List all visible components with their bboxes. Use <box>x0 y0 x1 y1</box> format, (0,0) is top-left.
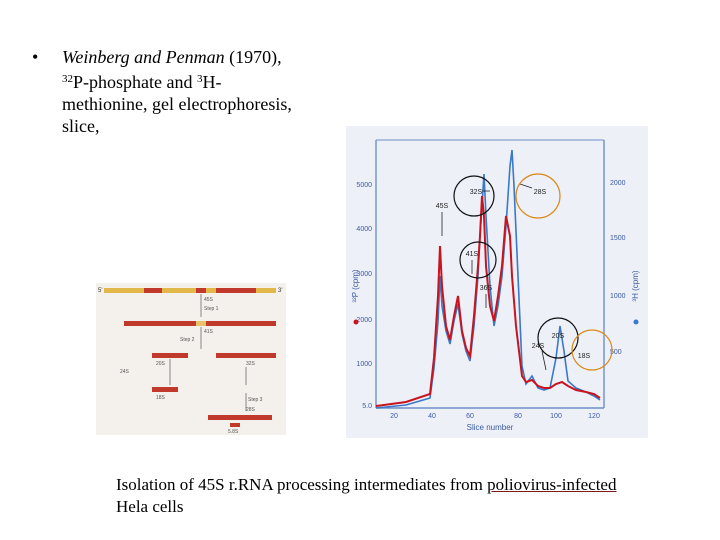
y-right-tick: 500 <box>610 349 622 356</box>
y-right-axis-label: ³H (cpm) <box>631 270 640 301</box>
line-2a: P-phosphate and <box>73 72 197 92</box>
y-left-axis-label: ³²P (cpm) <box>351 269 360 303</box>
isotope-p-superscript: 32 <box>62 73 73 85</box>
label-20s: 20S <box>156 361 166 367</box>
peak-label-32s: 32S <box>470 189 483 196</box>
series-32p-red-line <box>375 195 601 407</box>
x-tick: 120 <box>588 413 600 420</box>
gel-electrophoresis-plot: 5.0 1000 2000 3000 4000 5000 500 1000 15… <box>346 126 648 438</box>
peak-arrow-28s <box>519 183 533 189</box>
intermediate-32s-bar <box>216 353 276 358</box>
line-2b: H- <box>202 72 222 92</box>
label-24s: 24S <box>120 369 130 375</box>
peak-label-18s: 18S <box>578 353 591 360</box>
peak-arrow-24s <box>541 350 547 371</box>
mature-28s-bar <box>208 415 272 420</box>
bullet-text-block: • Weinberg and Penman (1970), 32P-phosph… <box>32 46 332 137</box>
highlight-circle-20s <box>537 317 579 359</box>
label-45s: 45S <box>204 297 214 303</box>
label-41s: 41S <box>204 329 214 335</box>
peak-label-36s: 36S <box>480 285 493 292</box>
caption-suffix: Hela cells <box>116 497 184 516</box>
highlight-circle-18s <box>571 329 613 371</box>
label-step1: Step 1 <box>204 306 219 312</box>
line-4: slice, <box>62 116 100 136</box>
bullet-marker: • <box>32 47 39 67</box>
highlight-circle-28s <box>515 173 561 219</box>
x-tick: 80 <box>514 413 522 420</box>
peak-label-24s: 24S <box>532 343 545 350</box>
intermediate-20s-bar <box>152 353 188 358</box>
label-32s: 32S <box>246 361 256 367</box>
y-right-tick: 2000 <box>610 180 626 187</box>
plot-background <box>346 126 648 438</box>
y-left-tick: 1000 <box>356 361 372 368</box>
blue-series-marker <box>633 319 639 325</box>
x-axis-label: Slice number <box>467 423 514 432</box>
figure-caption: Isolation of 45S r.RNA processing interm… <box>116 474 716 518</box>
rrna-processing-schematic: 5' 3' 45S Step 1 41S Step 2 20S 32S 24S … <box>96 283 286 435</box>
label-step3: Step 3 <box>248 397 263 403</box>
x-tick: 40 <box>428 413 436 420</box>
intermediate-41s-5-8s <box>196 321 206 326</box>
schematic-5prime: 5' <box>98 288 102 294</box>
y-left-tick: 3000 <box>356 271 372 278</box>
precursor-45s-bar <box>104 288 276 293</box>
y-left-tick: 5.0 <box>362 403 372 410</box>
caption-link-poliovirus[interactable]: poliovirus-infected <box>487 475 617 494</box>
y-left-tick: 5000 <box>356 182 372 189</box>
y-right-tick: 1000 <box>610 293 626 300</box>
label-18s: 18S <box>156 395 166 401</box>
precursor-28s-segment <box>216 288 256 293</box>
caption-prefix: Isolation of 45S r.RNA processing interm… <box>116 475 488 494</box>
precursor-5-8s-segment <box>196 288 206 293</box>
schematic-3prime: 3' <box>278 288 282 294</box>
mature-18s-bar <box>152 387 178 392</box>
precursor-18s-segment <box>144 288 162 293</box>
schematic-background <box>96 283 286 435</box>
red-series-marker <box>353 319 359 325</box>
isotope-h-superscript: 3 <box>196 73 203 85</box>
x-tick: 100 <box>550 413 562 420</box>
x-tick: 60 <box>466 413 474 420</box>
highlight-circle-32s <box>453 175 495 217</box>
bullet-content: Weinberg and Penman (1970), 32P-phosphat… <box>62 46 332 137</box>
label-step2: Step 2 <box>180 337 195 343</box>
highlight-circle-41s <box>459 241 497 279</box>
authors: Weinberg and Penman <box>62 47 225 67</box>
year: (1970), <box>224 47 282 67</box>
line-3: methionine, gel electrophoresis, <box>62 94 292 114</box>
y-left-tick: 4000 <box>356 226 372 233</box>
peak-label-45s: 45S <box>436 203 449 210</box>
mature-5-8s-bar <box>230 423 240 427</box>
peak-label-20s: 20S <box>552 333 565 340</box>
peak-label-41s: 41S <box>466 251 479 258</box>
x-tick: 20 <box>390 413 398 420</box>
peak-label-28s: 28S <box>534 189 547 196</box>
label-28s: 28S <box>246 407 256 413</box>
y-right-tick: 1500 <box>610 235 626 242</box>
y-left-tick: 2000 <box>356 317 372 324</box>
label-5-8s: 5.8S <box>228 429 239 435</box>
